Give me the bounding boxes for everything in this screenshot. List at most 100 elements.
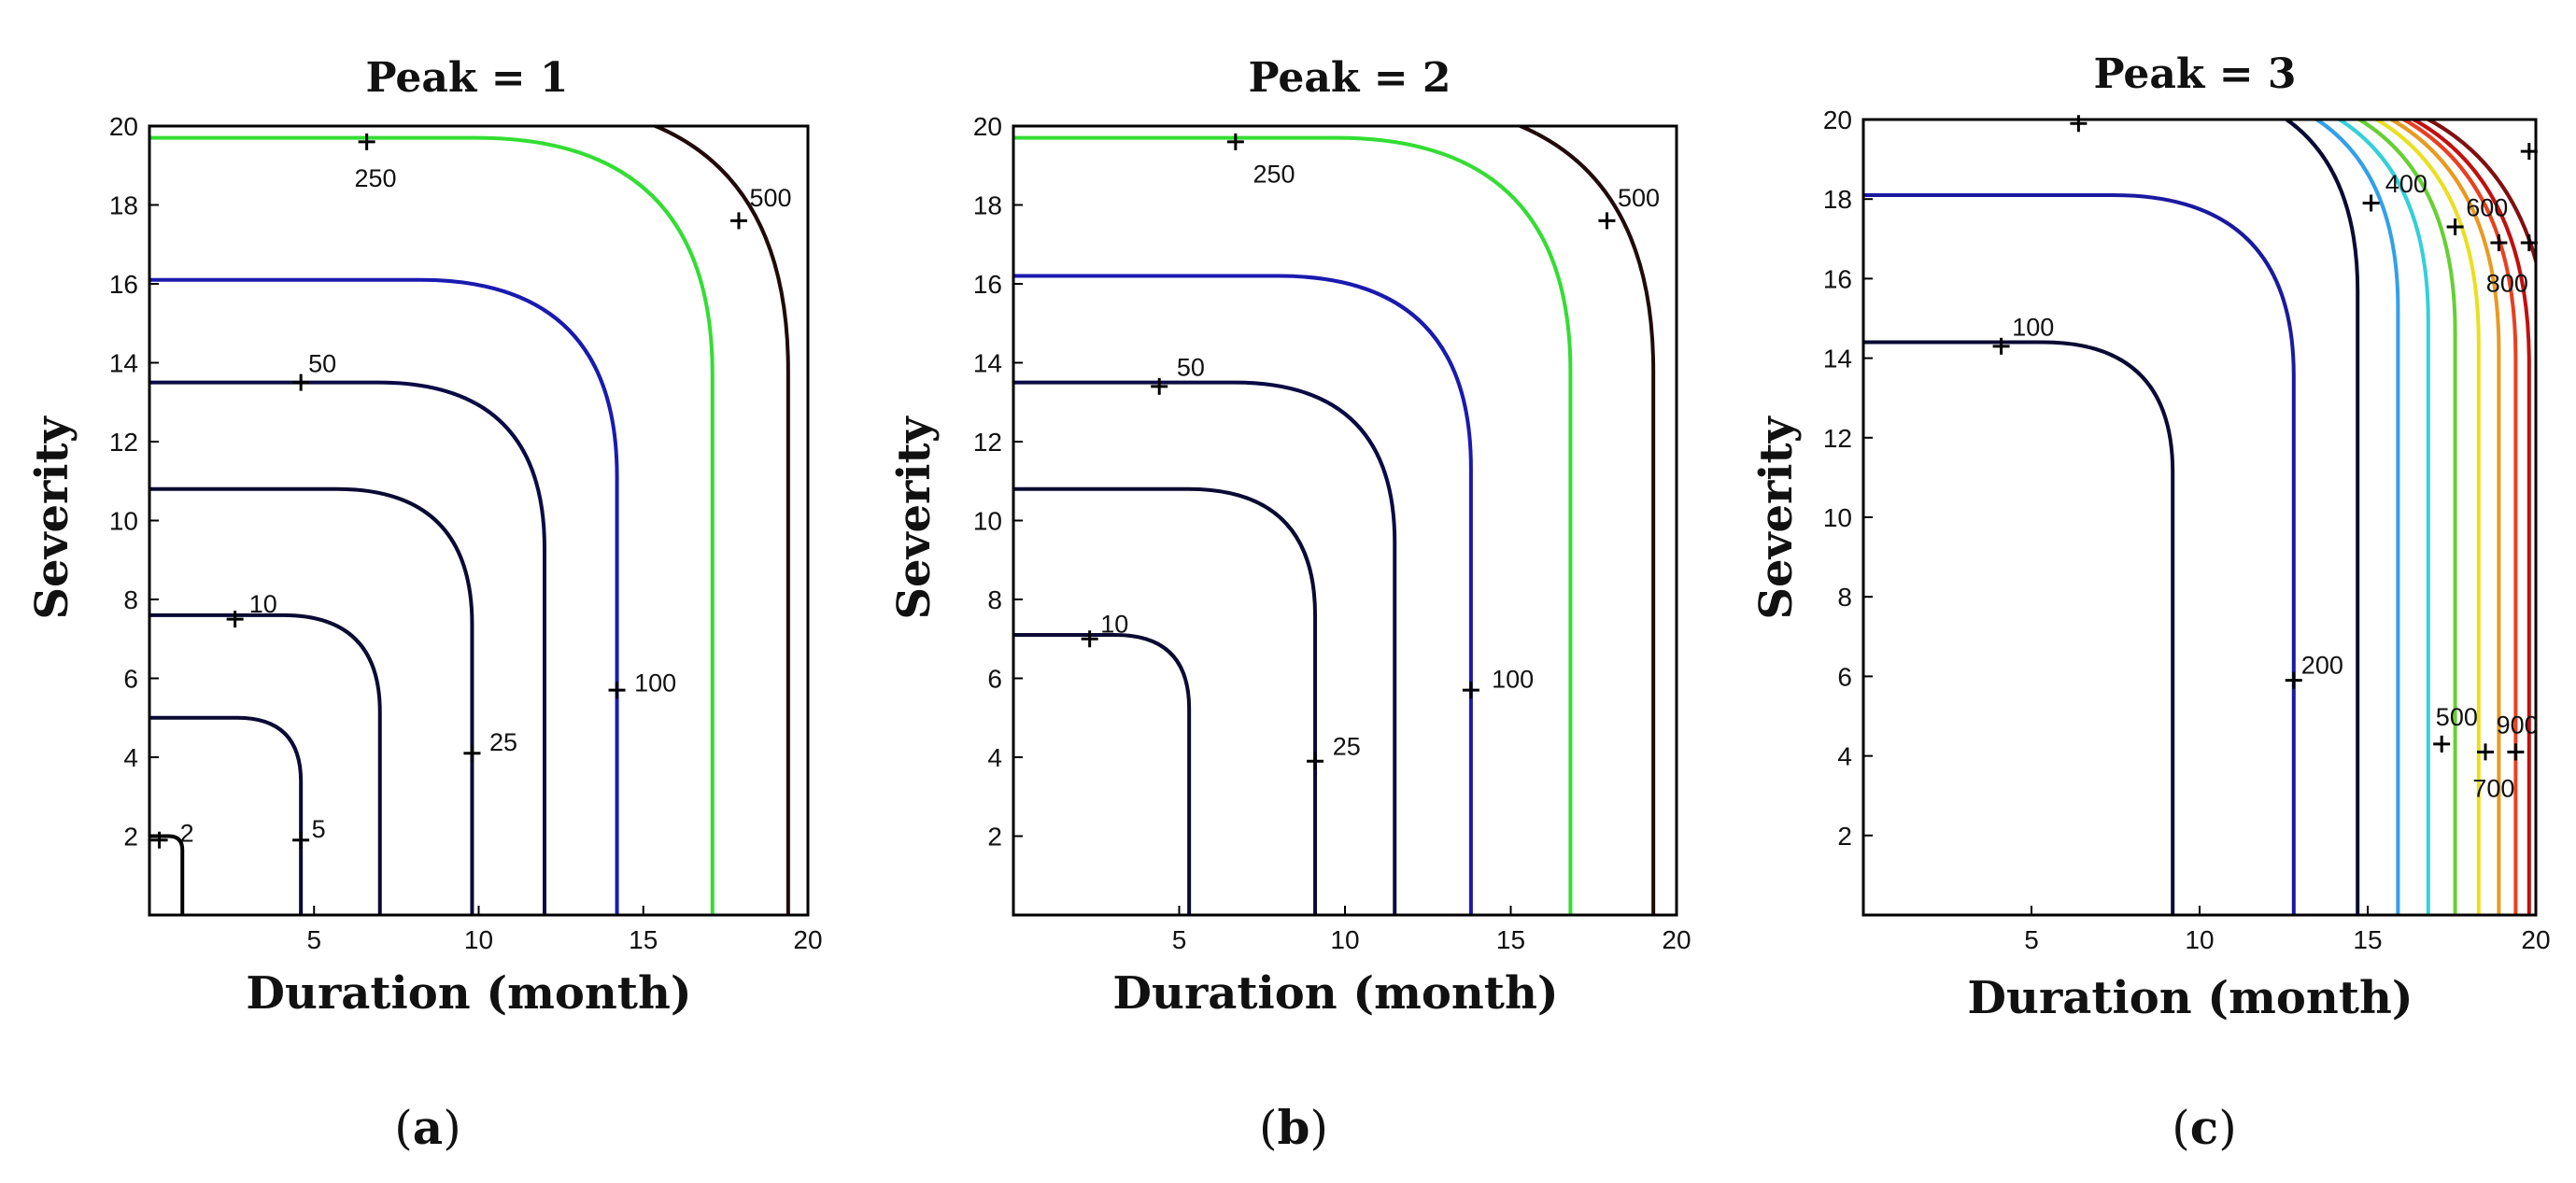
contour-label-5: 5 xyxy=(312,815,326,843)
contour-line-25 xyxy=(1013,486,1318,915)
contour-marker xyxy=(2433,735,2451,753)
contour-marker xyxy=(608,682,626,699)
contour-label-100: 100 xyxy=(2012,314,2054,342)
contour-line-250 xyxy=(149,135,715,915)
y-ticks: 2 4 6 8 10 12 14 16 18 20 xyxy=(1823,106,1873,851)
x-tick-label: 5 xyxy=(306,925,321,954)
contour-line-500 xyxy=(650,126,790,915)
y-tick-label: 20 xyxy=(109,112,138,141)
contour-markers xyxy=(150,133,747,849)
plot-area: 5 10 15 20 2 4 6 8 10 12 14 16 18 20 100 200 400 500 600… xyxy=(1823,106,2551,954)
contour-label-10: 10 xyxy=(249,590,277,618)
contour-marker xyxy=(2070,115,2088,133)
contour-marker xyxy=(150,831,168,849)
contour-label-500: 500 xyxy=(750,184,792,212)
contour-marker xyxy=(2477,743,2494,761)
contour-marker xyxy=(729,212,747,230)
contour-label-900: 900 xyxy=(2497,711,2539,739)
contour-marker xyxy=(292,373,310,391)
panel-caption: (c) xyxy=(2172,1100,2236,1155)
contour-marker xyxy=(1598,212,1616,230)
panel-caption-letter: b xyxy=(1278,1100,1310,1155)
contour-line-200 xyxy=(1863,192,2296,915)
contour-label-250: 250 xyxy=(355,164,397,192)
contour-label-500: 500 xyxy=(1618,184,1660,212)
contour-line-100 xyxy=(1863,340,2175,915)
plot-clip xyxy=(1013,126,1656,915)
x-tick-label: 15 xyxy=(2353,925,2382,954)
y-tick-label: 14 xyxy=(1823,345,1852,373)
contour-lines xyxy=(1013,126,1656,915)
contour-label-800: 800 xyxy=(2486,270,2528,298)
x-ticks: 5 10 15 20 xyxy=(2024,906,2551,954)
y-tick-label: 4 xyxy=(123,743,138,772)
x-axis-label: Duration (month) xyxy=(1112,967,1558,1020)
y-axis-label: Severity xyxy=(26,415,78,619)
contour-label-2: 2 xyxy=(180,819,194,847)
contour-marker xyxy=(292,831,310,849)
x-tick-label: 20 xyxy=(793,925,822,954)
contour-marker xyxy=(226,611,244,628)
contour-label-500: 500 xyxy=(2436,703,2478,731)
y-tick-label: 6 xyxy=(1837,662,1852,691)
y-tick-label: 6 xyxy=(123,665,138,694)
contour-line-500 xyxy=(1515,126,1656,915)
y-axis-label: Severity xyxy=(888,415,941,619)
x-ticks: 5 10 15 20 xyxy=(1172,906,1691,954)
chart-title: Peak = 3 xyxy=(2093,50,2296,98)
plot-frame xyxy=(148,124,810,917)
x-tick-label: 5 xyxy=(2024,925,2039,954)
contour-marker xyxy=(1081,630,1098,648)
chart-panel-c: Peak = 3 5 10 15 20 2 4 6 8 10 12 14 16 18 20 100 200… xyxy=(1750,50,2551,1155)
contour-label-25: 25 xyxy=(489,728,517,756)
x-tick-label: 15 xyxy=(1496,925,1525,954)
y-tick-label: 18 xyxy=(973,191,1002,220)
plot-frame xyxy=(1861,118,2538,917)
contour-label-600: 600 xyxy=(2466,194,2508,222)
chart-panel-b: Peak = 2 5 10 15 20 2 4 6 8 10 12 14 16 18 20 10 25 50… xyxy=(888,54,1691,1155)
x-tick-label: 20 xyxy=(2521,925,2550,954)
y-tick-label: 10 xyxy=(109,507,138,536)
contour-label-700: 700 xyxy=(2472,775,2514,803)
chart-title: Peak = 2 xyxy=(1248,54,1451,102)
y-tick-label: 12 xyxy=(109,428,138,457)
x-tick-label: 15 xyxy=(629,925,658,954)
contour-line-10 xyxy=(1013,633,1192,915)
contour-labels: 10 25 50 100 250 500 xyxy=(1100,161,1660,761)
contour-markers xyxy=(1081,133,1616,770)
contour-label-25: 25 xyxy=(1333,732,1361,760)
y-tick-label: 14 xyxy=(973,349,1002,378)
y-tick-label: 16 xyxy=(109,270,138,299)
x-tick-label: 5 xyxy=(1172,925,1187,954)
x-axis-label: Duration (month) xyxy=(246,967,691,1020)
contour-label-200: 200 xyxy=(2301,652,2343,680)
contour-line-700 xyxy=(2372,120,2481,915)
contour-lines xyxy=(149,126,790,915)
contour-marker xyxy=(2520,234,2538,252)
contour-line-400 xyxy=(2313,120,2400,915)
panel-caption: (a) xyxy=(394,1100,460,1155)
y-tick-label: 2 xyxy=(1837,822,1852,851)
contour-line-500 xyxy=(2335,120,2430,915)
contour-line-50 xyxy=(149,380,546,915)
contour-line-250 xyxy=(1013,135,1573,915)
contour-marker xyxy=(2446,218,2464,236)
y-tick-label: 2 xyxy=(987,823,1002,852)
contour-line-5 xyxy=(149,715,304,915)
contour-line-unlabeled-10 xyxy=(2424,120,2536,269)
y-tick-label: 20 xyxy=(1823,106,1852,134)
contour-markers xyxy=(1992,115,2538,761)
x-tick-label: 10 xyxy=(2185,925,2214,954)
contour-label-50: 50 xyxy=(1177,354,1205,382)
contour-line-600 xyxy=(2356,120,2457,915)
panel-caption: (b) xyxy=(1259,1100,1328,1155)
x-tick-label: 10 xyxy=(1330,925,1359,954)
contour-label-50: 50 xyxy=(308,350,336,378)
plot-clip xyxy=(149,126,790,915)
y-tick-label: 8 xyxy=(1837,583,1852,612)
x-tick-label: 10 xyxy=(464,925,493,954)
y-tick-label: 18 xyxy=(109,191,138,220)
